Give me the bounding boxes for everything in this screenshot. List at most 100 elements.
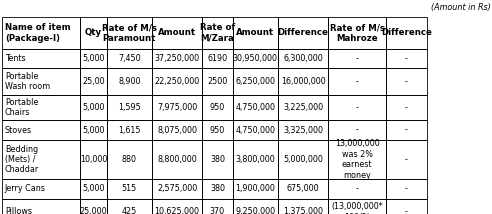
Bar — [328, 199, 386, 214]
Bar — [80, 17, 107, 49]
Bar — [328, 95, 386, 120]
Bar — [2, 199, 80, 214]
Text: 25,00: 25,00 — [82, 77, 105, 86]
Bar — [80, 199, 107, 214]
Bar — [202, 95, 233, 120]
Text: 2500: 2500 — [207, 77, 228, 86]
Text: 6190: 6190 — [208, 54, 227, 63]
Bar — [202, 17, 233, 49]
Text: 5,000: 5,000 — [82, 184, 105, 193]
Text: 5,000: 5,000 — [82, 126, 105, 135]
Bar — [233, 120, 278, 140]
Bar — [152, 120, 202, 140]
Text: 380: 380 — [210, 155, 225, 164]
Text: 10,625,000: 10,625,000 — [154, 207, 200, 214]
Bar — [2, 49, 80, 68]
Bar — [328, 49, 386, 68]
Text: 7,450: 7,450 — [118, 54, 141, 63]
Text: Difference: Difference — [277, 28, 329, 37]
Text: 1,375,000: 1,375,000 — [283, 207, 323, 214]
Text: 2,575,000: 2,575,000 — [157, 184, 197, 193]
Bar — [202, 49, 233, 68]
Text: Pillows: Pillows — [5, 207, 32, 214]
Text: -: - — [405, 126, 408, 135]
Bar — [107, 95, 152, 120]
Text: (Amount in Rs): (Amount in Rs) — [431, 3, 491, 12]
Bar — [202, 140, 233, 179]
Bar — [202, 199, 233, 214]
Text: Rate of M/s
Mahroze: Rate of M/s Mahroze — [330, 23, 385, 43]
Text: -: - — [405, 103, 408, 112]
Text: 380: 380 — [210, 184, 225, 193]
Bar — [328, 68, 386, 95]
Bar — [233, 179, 278, 199]
Text: -: - — [405, 155, 408, 164]
Text: 6,250,000: 6,250,000 — [235, 77, 276, 86]
Text: 7,975,000: 7,975,000 — [157, 103, 197, 112]
Bar — [152, 49, 202, 68]
Text: Stoves: Stoves — [5, 126, 32, 135]
Bar — [152, 17, 202, 49]
Text: -: - — [405, 77, 408, 86]
Bar — [328, 120, 386, 140]
Text: 13,000,000
was 2%
earnest
money: 13,000,000 was 2% earnest money — [335, 140, 379, 180]
Text: 10,000: 10,000 — [80, 155, 107, 164]
Bar — [386, 95, 427, 120]
Bar — [80, 95, 107, 120]
Text: 4,750,000: 4,750,000 — [235, 126, 276, 135]
Bar — [233, 95, 278, 120]
Text: 425: 425 — [122, 207, 137, 214]
Bar — [278, 140, 328, 179]
Text: 880: 880 — [122, 155, 137, 164]
Text: 3,800,000: 3,800,000 — [236, 155, 275, 164]
Bar — [152, 95, 202, 120]
Text: -: - — [356, 77, 359, 86]
Bar — [278, 49, 328, 68]
Bar — [80, 68, 107, 95]
Bar — [233, 140, 278, 179]
Text: 4,750,000: 4,750,000 — [235, 103, 276, 112]
Text: Difference: Difference — [381, 28, 432, 37]
Text: 22,250,000: 22,250,000 — [154, 77, 200, 86]
Text: 1,615: 1,615 — [118, 126, 141, 135]
Bar — [2, 95, 80, 120]
Text: 3,325,000: 3,325,000 — [283, 126, 323, 135]
Text: (13,000,000*
100/2): (13,000,000* 100/2) — [331, 202, 383, 214]
Text: 675,000: 675,000 — [287, 184, 319, 193]
Bar — [386, 199, 427, 214]
Bar — [2, 17, 80, 49]
Bar — [278, 17, 328, 49]
Text: 37,250,000: 37,250,000 — [154, 54, 200, 63]
Text: Amount: Amount — [158, 28, 196, 37]
Bar — [107, 199, 152, 214]
Text: Jerry Cans: Jerry Cans — [5, 184, 46, 193]
Bar — [386, 140, 427, 179]
Bar — [152, 199, 202, 214]
Bar — [202, 68, 233, 95]
Text: -: - — [405, 54, 408, 63]
Text: 8,075,000: 8,075,000 — [157, 126, 197, 135]
Bar — [2, 179, 80, 199]
Text: 16,000,000: 16,000,000 — [281, 77, 325, 86]
Text: Tents: Tents — [5, 54, 26, 63]
Text: Bedding
(Mets) /
Chaddar: Bedding (Mets) / Chaddar — [5, 145, 39, 174]
Bar — [80, 140, 107, 179]
Text: 1,900,000: 1,900,000 — [235, 184, 276, 193]
Bar — [202, 179, 233, 199]
Bar — [278, 179, 328, 199]
Bar — [278, 120, 328, 140]
Text: Rate of M/s
Paramount: Rate of M/s Paramount — [102, 23, 157, 43]
Bar — [80, 179, 107, 199]
Text: 6,300,000: 6,300,000 — [283, 54, 323, 63]
Text: 950: 950 — [210, 126, 225, 135]
Bar — [152, 68, 202, 95]
Text: 3,225,000: 3,225,000 — [283, 103, 323, 112]
Bar — [80, 49, 107, 68]
Bar — [202, 120, 233, 140]
Bar — [328, 179, 386, 199]
Bar — [2, 68, 80, 95]
Text: Amount: Amount — [236, 28, 275, 37]
Text: -: - — [356, 103, 359, 112]
Bar — [233, 68, 278, 95]
Bar — [278, 68, 328, 95]
